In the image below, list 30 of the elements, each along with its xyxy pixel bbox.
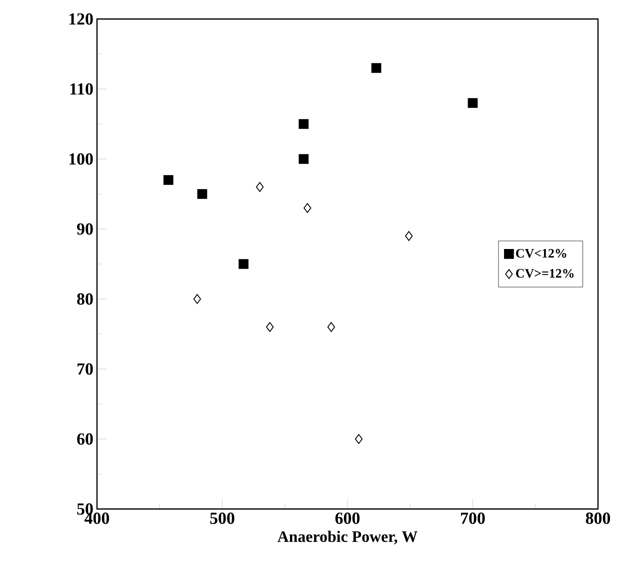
- y-tick-label: 60: [77, 433, 93, 445]
- point: [197, 189, 208, 199]
- legend-label: CV>=12%: [516, 268, 574, 278]
- point: [405, 231, 413, 241]
- point: [354, 434, 363, 444]
- point: [193, 294, 202, 304]
- y-tick-label: 100: [69, 153, 93, 165]
- point: [298, 119, 309, 129]
- point: [266, 322, 274, 332]
- x-tick-label: 800: [586, 512, 610, 524]
- point: [238, 259, 248, 269]
- y-tick-label: 90: [77, 223, 93, 235]
- y-tick-label: 80: [77, 293, 93, 305]
- y-tick-label: 110: [70, 83, 93, 95]
- point: [163, 175, 174, 185]
- x-axis-title: Anaerobic Power, W: [277, 530, 418, 544]
- x-tick-label: 600: [335, 512, 360, 524]
- x-tick-label: 700: [461, 512, 485, 524]
- y-tick-label: 120: [69, 13, 93, 25]
- point: [327, 322, 336, 332]
- point: [468, 98, 478, 108]
- y-tick-label: 50: [77, 503, 93, 515]
- point: [371, 63, 382, 73]
- y-tick-label: 70: [78, 363, 93, 375]
- point: [298, 154, 309, 164]
- x-tick-label: 400: [84, 512, 110, 524]
- legend-label: CV<12%: [516, 248, 566, 258]
- x-tick-label: 500: [210, 512, 234, 524]
- point: [256, 182, 264, 192]
- point: [304, 203, 312, 213]
